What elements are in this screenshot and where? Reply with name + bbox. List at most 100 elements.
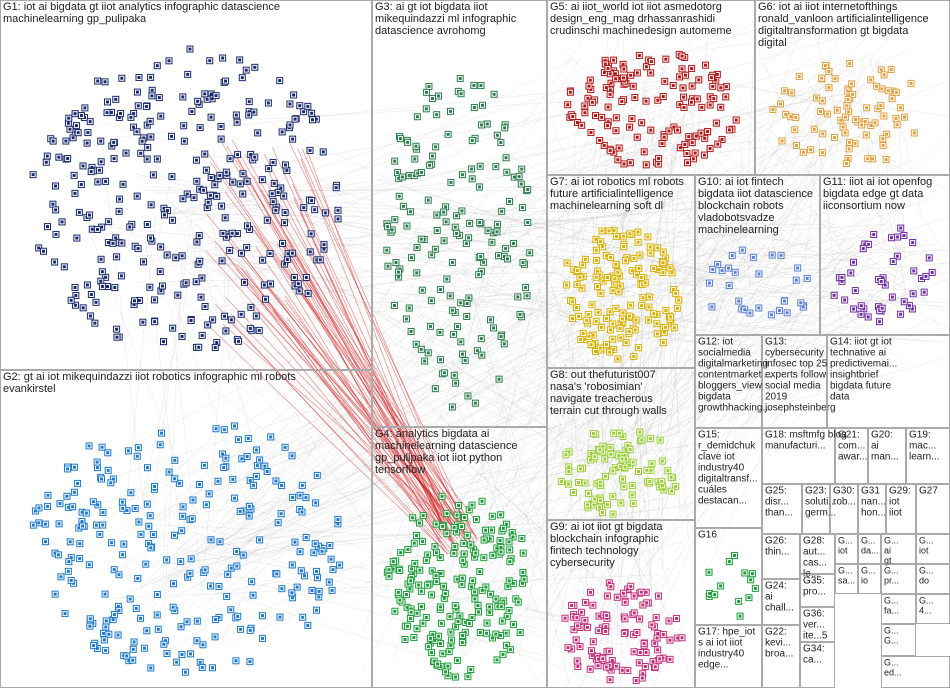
group-label: edge... <box>698 659 729 670</box>
node-icon <box>310 111 314 115</box>
node-icon <box>641 296 645 300</box>
node-icon <box>575 659 579 663</box>
node-icon <box>843 115 847 119</box>
node-icon <box>861 247 865 251</box>
node-icon <box>693 151 697 155</box>
node-icon <box>508 199 512 203</box>
edge <box>254 225 442 539</box>
node-icon <box>608 310 612 314</box>
edge <box>443 274 701 356</box>
node-icon <box>506 584 510 588</box>
node-icon <box>488 537 492 541</box>
node-icon <box>624 457 628 461</box>
node-icon <box>205 97 209 101</box>
edge <box>572 208 716 451</box>
edge <box>742 62 839 201</box>
node-icon <box>660 142 664 146</box>
node-icon <box>139 151 143 155</box>
node-icon <box>235 564 239 568</box>
node-icon <box>597 614 601 618</box>
node-icon <box>587 84 591 88</box>
node-icon <box>434 574 438 578</box>
node-icon <box>411 516 415 520</box>
node-icon <box>607 229 611 233</box>
node-icon <box>614 234 618 238</box>
group-label: bloggers_view <box>698 380 763 391</box>
node-icon <box>271 200 275 204</box>
node-icon <box>290 454 294 458</box>
group-label: ite...5 <box>803 630 828 641</box>
node-icon <box>304 275 308 279</box>
edge <box>501 487 667 632</box>
node-icon <box>590 653 594 657</box>
node-icon <box>182 124 186 128</box>
node-icon <box>880 306 884 310</box>
edge <box>638 57 703 435</box>
node-icon <box>446 664 450 668</box>
node-icon <box>597 629 601 633</box>
edge <box>561 79 606 397</box>
node-icon <box>46 504 50 508</box>
node-icon <box>843 298 847 302</box>
node-icon <box>112 157 116 161</box>
node-icon <box>455 513 459 517</box>
node-icon <box>245 179 249 183</box>
node-icon <box>656 98 660 102</box>
node-icon <box>238 509 242 513</box>
node-icon <box>181 505 185 509</box>
edge <box>462 283 901 538</box>
edge <box>619 193 907 260</box>
edge <box>448 7 630 576</box>
node-icon <box>239 312 243 316</box>
node-icon <box>149 236 153 240</box>
edge <box>690 235 876 258</box>
edge <box>611 134 949 473</box>
node-icon <box>460 576 464 580</box>
node-icon <box>128 597 132 601</box>
edge <box>149 224 881 567</box>
edge <box>143 163 645 625</box>
node-icon <box>67 116 71 120</box>
node-icon <box>252 483 256 487</box>
edge <box>687 231 714 261</box>
node-icon <box>194 158 198 162</box>
node-icon <box>604 665 608 669</box>
edge <box>229 321 441 543</box>
edge <box>647 343 840 440</box>
edge <box>628 132 797 247</box>
node-icon <box>92 644 96 648</box>
edge <box>212 202 717 236</box>
node-icon <box>479 84 483 88</box>
edge <box>474 223 827 298</box>
group-label: G... <box>919 565 934 575</box>
node-icon <box>827 86 831 90</box>
node-icon <box>585 318 589 322</box>
edge <box>417 203 774 265</box>
node-icon <box>209 176 213 180</box>
node-icon <box>72 465 76 469</box>
node-icon <box>241 553 245 557</box>
node-icon <box>467 236 471 240</box>
node-icon <box>137 520 141 524</box>
node-icon <box>780 139 784 143</box>
node-icon <box>620 99 624 103</box>
node-icon <box>413 157 417 161</box>
edge <box>288 141 478 542</box>
edge <box>471 34 891 598</box>
node-icon <box>605 594 609 598</box>
node-icon <box>637 661 641 665</box>
node-icon <box>771 108 775 112</box>
node-icon <box>473 401 477 405</box>
group-label: blockchain infographic <box>550 533 659 545</box>
node-icon <box>465 315 469 319</box>
node-icon <box>611 289 615 293</box>
node-icon <box>654 616 658 620</box>
node-icon <box>719 105 723 109</box>
node-icon <box>414 342 418 346</box>
edge <box>226 204 493 243</box>
node-icon <box>84 511 88 515</box>
node-icon <box>453 604 457 608</box>
node-icon <box>270 192 274 196</box>
node-icon <box>743 308 747 312</box>
